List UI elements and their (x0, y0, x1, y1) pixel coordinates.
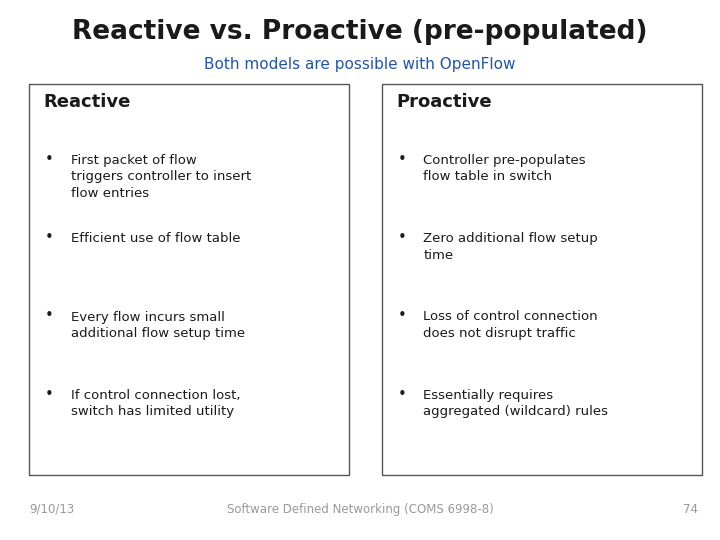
Text: Both models are possible with OpenFlow: Both models are possible with OpenFlow (204, 57, 516, 72)
Text: Essentially requires
aggregated (wildcard) rules: Essentially requires aggregated (wildcar… (423, 389, 608, 419)
Text: Reactive vs. Proactive (pre-populated): Reactive vs. Proactive (pre-populated) (72, 19, 648, 45)
Text: 74: 74 (683, 503, 698, 516)
Text: Efficient use of flow table: Efficient use of flow table (71, 232, 240, 245)
FancyBboxPatch shape (382, 84, 702, 475)
Text: •: • (397, 230, 406, 245)
Text: Every flow incurs small
additional flow setup time: Every flow incurs small additional flow … (71, 310, 245, 340)
Text: Loss of control connection
does not disrupt traffic: Loss of control connection does not disr… (423, 310, 598, 340)
Text: If control connection lost,
switch has limited utility: If control connection lost, switch has l… (71, 389, 240, 419)
Text: 9/10/13: 9/10/13 (29, 503, 74, 516)
Text: •: • (397, 387, 406, 402)
Text: •: • (397, 152, 406, 167)
Text: •: • (45, 387, 53, 402)
Text: First packet of flow
triggers controller to insert
flow entries: First packet of flow triggers controller… (71, 154, 251, 200)
Text: •: • (397, 308, 406, 323)
Text: Proactive: Proactive (396, 93, 492, 111)
Text: Software Defined Networking (COMS 6998-8): Software Defined Networking (COMS 6998-8… (227, 503, 493, 516)
Text: Controller pre-populates
flow table in switch: Controller pre-populates flow table in s… (423, 154, 586, 184)
Text: •: • (45, 308, 53, 323)
Text: Zero additional flow setup
time: Zero additional flow setup time (423, 232, 598, 262)
Text: •: • (45, 152, 53, 167)
FancyBboxPatch shape (29, 84, 349, 475)
Text: •: • (45, 230, 53, 245)
Text: Reactive: Reactive (43, 93, 130, 111)
